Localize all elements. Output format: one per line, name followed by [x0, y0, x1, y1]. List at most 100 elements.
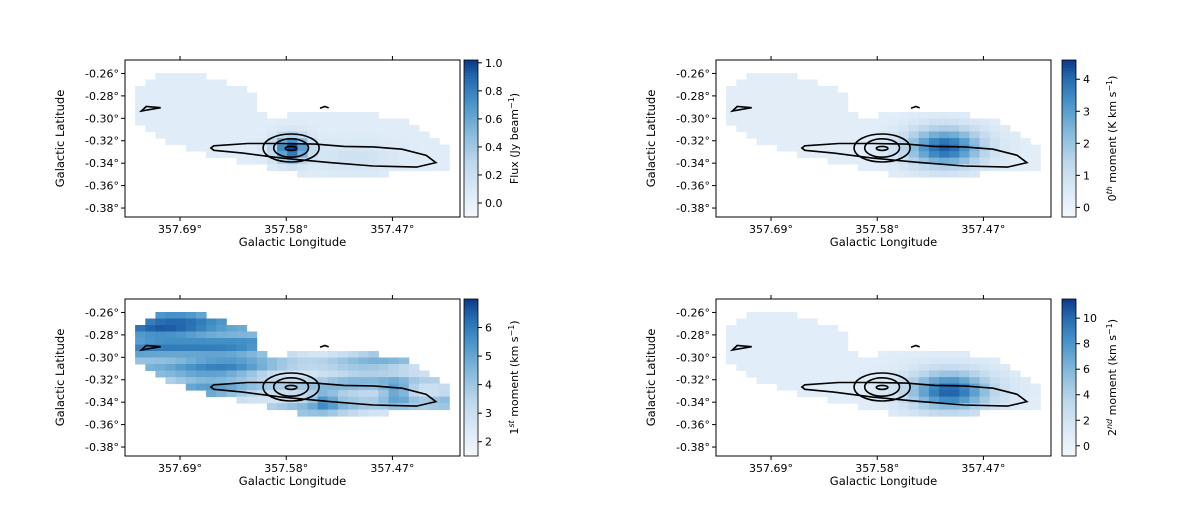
heatmap-pixel [928, 144, 940, 152]
heatmap-pixel [807, 144, 818, 152]
heatmap-pixel [746, 364, 757, 371]
heatmap-pixel [807, 338, 818, 345]
heatmap-pixel [857, 138, 869, 146]
heatmap-pixel [776, 125, 788, 132]
heatmap-pixel [317, 383, 329, 391]
heatmap-pixel [317, 396, 329, 404]
colorbar-segment [1062, 128, 1076, 132]
heatmap-pixel [429, 377, 440, 385]
colorbar-segment [464, 70, 478, 74]
colorbar-segment [1062, 164, 1076, 168]
colorbar-segment [1062, 211, 1076, 215]
heatmap-pixel [317, 144, 329, 152]
heatmap-pixel [287, 390, 298, 398]
heatmap-pixel [939, 138, 950, 146]
heatmap-pixel [256, 112, 268, 119]
heatmap-pixel [746, 331, 757, 339]
heatmap-pixel [959, 157, 970, 165]
heatmap-pixel [736, 92, 747, 100]
heatmap-pixel [408, 370, 420, 378]
heatmap-pixel [378, 357, 389, 365]
heatmap-pixel [378, 118, 389, 126]
heatmap-pixel [368, 118, 379, 126]
contour-outer [800, 381, 1029, 407]
x-tick-label: 357.69° [158, 223, 202, 236]
heatmap-pixel [736, 118, 747, 126]
heatmap-pixel [827, 92, 839, 100]
heatmap-pixel [317, 164, 329, 172]
heatmap-pixel [797, 125, 808, 132]
heatmap-pixel [766, 73, 778, 80]
colorbar-label: 0th moment (K km s−1) [1105, 76, 1120, 202]
heatmap-pixel [746, 318, 757, 326]
heatmap-pixel [898, 383, 910, 391]
contour-peak-ring [272, 138, 310, 159]
contour-small-west [729, 105, 752, 113]
heatmap-pixel [888, 357, 899, 365]
heatmap-pixel [776, 383, 788, 391]
heatmap-pixel [287, 383, 298, 391]
heatmap-pixel [837, 157, 849, 165]
heatmap-pixel [236, 138, 248, 146]
heatmap-pixel [827, 86, 839, 93]
heatmap-pixel [277, 383, 288, 391]
colorbar-frame [1061, 298, 1077, 457]
heatmap-pixel [939, 357, 950, 365]
heatmap-pixels [135, 73, 450, 178]
heatmap-pixel [287, 118, 298, 126]
heatmap-pixel [878, 157, 889, 165]
heatmap-pixel [888, 383, 899, 391]
heatmap-pixel [388, 364, 400, 371]
heatmap-pixel [236, 331, 248, 339]
heatmap-pixel [959, 112, 970, 119]
heatmap-pixel [776, 325, 788, 332]
heatmap-pixel [928, 170, 940, 178]
heatmap-pixel [847, 377, 859, 385]
colorbar-segment [1062, 435, 1076, 439]
colorbar-segment [1062, 135, 1076, 139]
heatmap-pixel [969, 157, 980, 165]
heatmap-pixel [949, 357, 960, 365]
heatmap-pixel [378, 370, 389, 378]
heatmap-pixel [908, 364, 920, 371]
heatmap-pixel [928, 357, 940, 365]
heatmap-pixel [817, 364, 828, 371]
colorbar-segment [1062, 185, 1076, 189]
heatmap-pixel [348, 131, 359, 139]
heatmap-pixel [776, 79, 788, 87]
colorbar-label-part: 2 [1106, 429, 1119, 436]
colorbar-segment [464, 429, 478, 433]
colorbar-segment [1062, 382, 1076, 386]
heatmap-pixel [216, 138, 227, 146]
heatmap-pixel [165, 364, 177, 371]
heatmap-pixel [246, 144, 258, 152]
heatmap-pixel [979, 151, 991, 159]
heatmap-pixel [746, 338, 757, 345]
heatmap-pixel [989, 131, 1001, 139]
heatmap-pixel [787, 79, 798, 87]
colorbar-segment [1062, 353, 1076, 357]
heatmap-pixel [837, 112, 849, 119]
heatmap-pixel [297, 118, 308, 126]
heatmap-pixel [175, 338, 187, 345]
contour-outer [209, 381, 438, 407]
heatmap-pixel [287, 164, 298, 172]
heatmap-pixel [337, 357, 349, 365]
heatmap-pixel [939, 370, 950, 378]
heatmap-pixel [165, 325, 177, 332]
heatmap-pixel [918, 396, 930, 404]
heatmap-pixel [878, 138, 889, 146]
heatmap-pixel [746, 99, 757, 106]
heatmap-pixel [287, 112, 298, 119]
heatmap-pixel [348, 164, 359, 172]
colorbar-segment [464, 172, 478, 176]
heatmap-pixel [419, 144, 430, 152]
heatmap-pixel [868, 377, 879, 385]
colorbar-segment [464, 351, 478, 355]
heatmap-pixel [969, 151, 980, 159]
colorbar-segment [464, 317, 478, 321]
heatmap-pixel [236, 118, 248, 126]
heatmap-pixel [776, 351, 788, 358]
heatmap-pixel [216, 144, 227, 152]
